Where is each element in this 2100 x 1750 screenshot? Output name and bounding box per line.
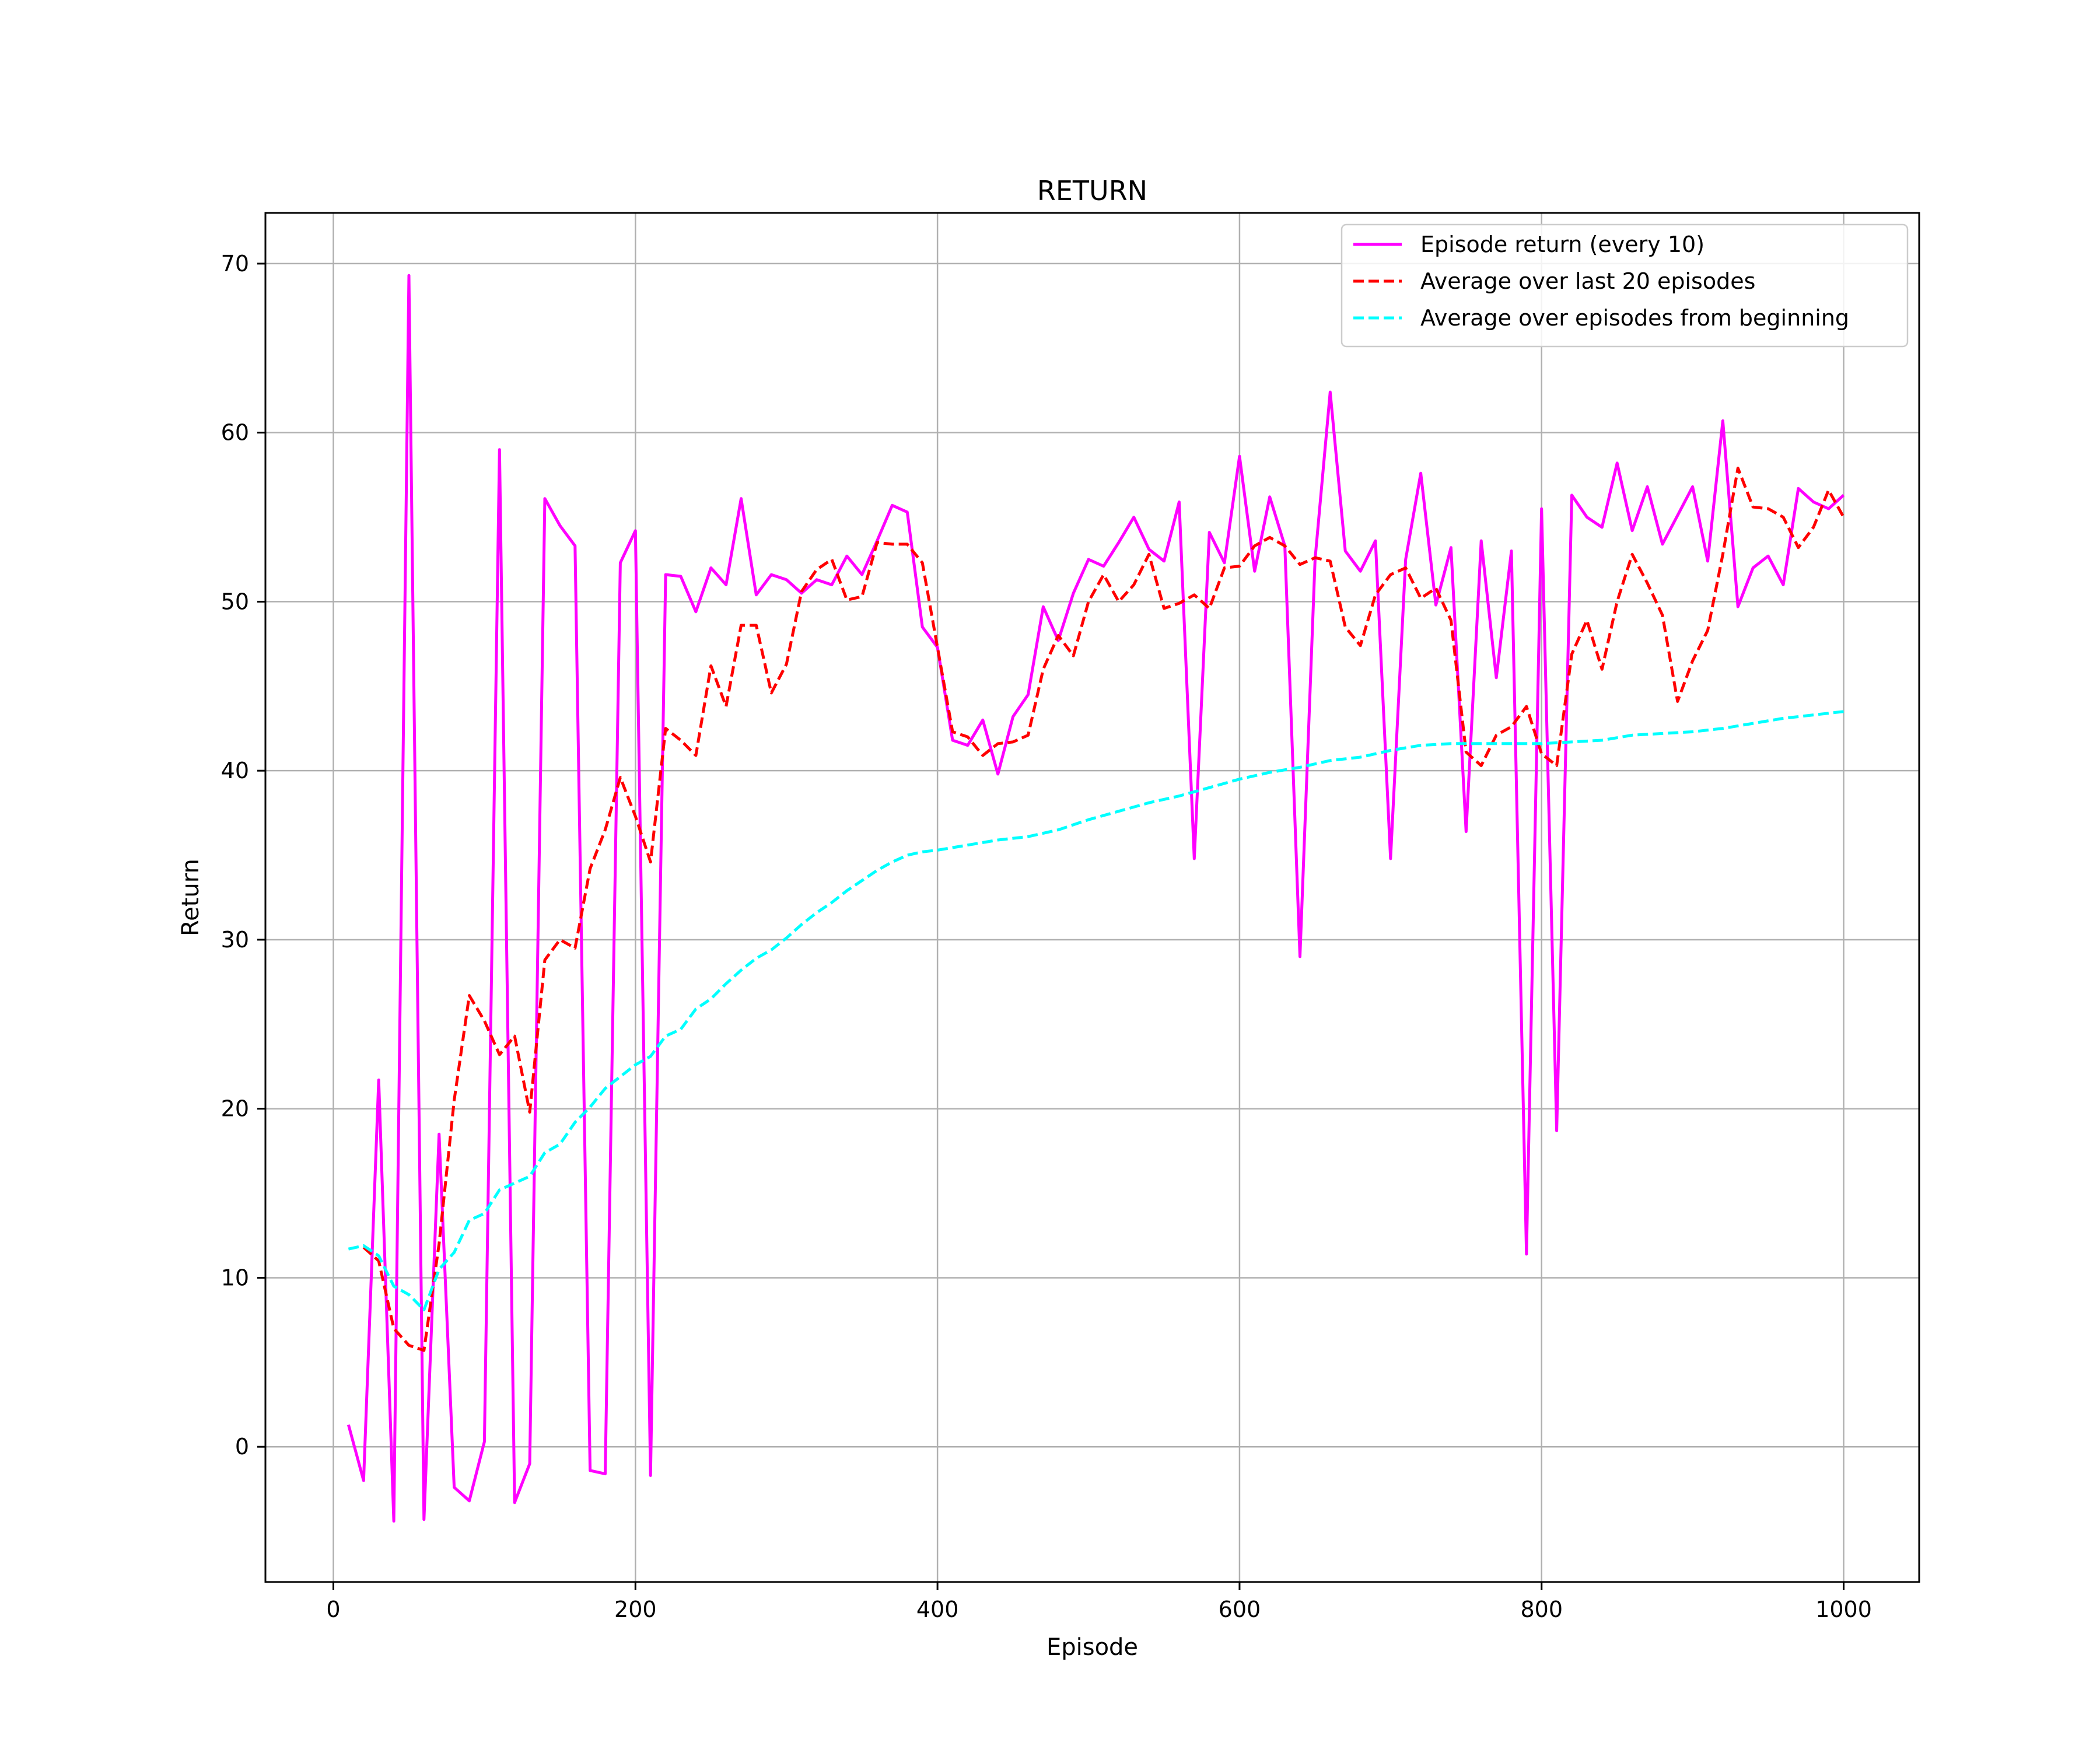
- x-tick-label: 800: [1520, 1597, 1563, 1622]
- x-axis-label: Episode: [1046, 1634, 1138, 1661]
- y-tick-label: 70: [221, 251, 249, 276]
- legend: Episode return (every 10) Average over la…: [1340, 223, 1909, 348]
- y-axis-label: Return: [177, 859, 204, 936]
- legend-box: [1340, 223, 1909, 348]
- y-tick-label: 60: [221, 420, 249, 446]
- y-tick-label: 30: [221, 927, 249, 953]
- x-tick-label: 0: [326, 1597, 340, 1622]
- legend-label: Average over episodes from beginning: [1420, 305, 1849, 331]
- x-tick-label: 600: [1219, 1597, 1261, 1622]
- legend-label: Average over last 20 episodes: [1420, 268, 1755, 294]
- series-line-2: [362, 467, 1845, 1352]
- x-tick-label: 400: [916, 1597, 959, 1622]
- plot-frame: [264, 212, 1920, 1583]
- series-line-1: [346, 274, 1845, 1523]
- x-tick-label: 1000: [1815, 1597, 1872, 1622]
- series-lines: [346, 274, 1845, 1523]
- y-tick-label: 20: [221, 1096, 249, 1122]
- y-tick-label: 10: [221, 1265, 249, 1290]
- chart-title: RETURN: [1037, 175, 1147, 206]
- legend-label: Episode return (every 10): [1420, 232, 1704, 257]
- y-tick-label: 50: [221, 589, 249, 614]
- x-tick-label: 200: [614, 1597, 657, 1622]
- y-tick-label: 0: [235, 1434, 249, 1460]
- grid-lines: [265, 213, 1919, 1582]
- series-line-3: [348, 710, 1844, 1311]
- axis-ticks: 0 200 400 600 800 1000 0 10 20 30 40 50 60 70: [221, 251, 1872, 1622]
- y-tick-label: 40: [221, 758, 249, 783]
